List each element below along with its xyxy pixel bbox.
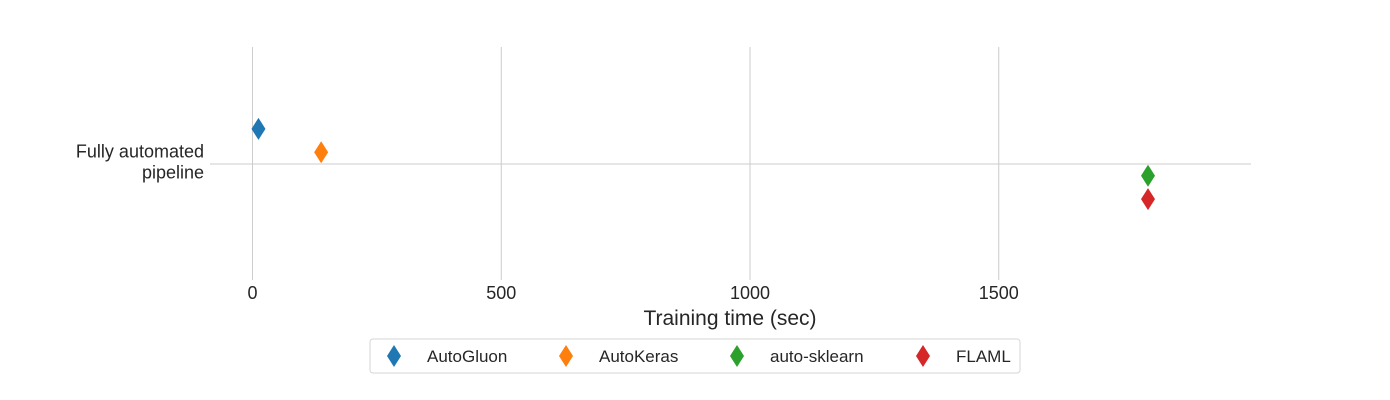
- legend: AutoGluon AutoKeras auto-sklearn FLAML: [369, 338, 1021, 374]
- data-point-flaml: [1141, 188, 1155, 211]
- x-tick-label: 500: [486, 283, 516, 303]
- legend-marker-autogluon: [387, 345, 401, 367]
- legend-marker-flaml: [916, 345, 930, 367]
- legend-box: [369, 338, 1021, 374]
- legend-label-auto-sklearn: auto-sklearn: [770, 347, 864, 366]
- data-point-autokeras: [314, 141, 329, 164]
- x-tick-label: 1500: [979, 283, 1019, 303]
- x-tick-labels: 0 500 1000 1500: [247, 283, 1018, 303]
- grid-lines: [210, 47, 1251, 280]
- legend-label-flaml: FLAML: [956, 347, 1011, 366]
- y-category-label-line: Fully automated: [76, 142, 204, 162]
- x-axis-label: Training time (sec): [643, 307, 816, 330]
- legend-marker-autokeras: [559, 345, 573, 367]
- legend-marker-auto-sklearn: [730, 345, 744, 367]
- legend-label-autokeras: AutoKeras: [599, 347, 678, 366]
- legend-label-autogluon: AutoGluon: [427, 347, 507, 366]
- data-points: [251, 117, 1155, 211]
- y-category-label-line: pipeline: [142, 163, 204, 183]
- data-point-auto-sklearn: [1141, 164, 1155, 187]
- x-tick-label: 1000: [730, 283, 770, 303]
- x-tick-label: 0: [247, 283, 257, 303]
- data-point-autogluon: [251, 117, 266, 140]
